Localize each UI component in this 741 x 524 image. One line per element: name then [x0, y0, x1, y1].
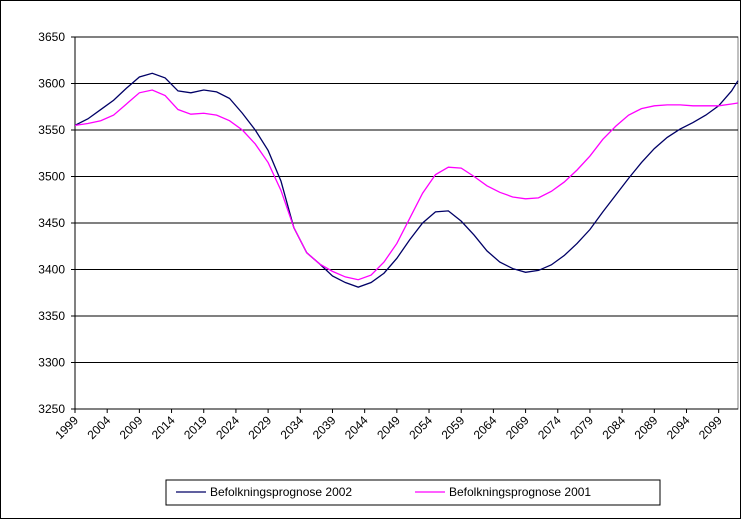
legend-label: Befolkningsprognose 2002 [210, 485, 352, 499]
legend: Befolkningsprognose 2002 Befolkningsprogn… [165, 479, 661, 506]
y-tick-label: 3550 [38, 123, 65, 137]
legend-label: Befolkningsprognose 2001 [449, 485, 591, 499]
y-tick-label: 3300 [38, 356, 65, 370]
y-tick-label: 3450 [38, 216, 65, 230]
series-line [74, 89, 739, 281]
y-tick-label: 3250 [38, 402, 65, 416]
y-tick-label: 3350 [38, 309, 65, 323]
y-tick-label: 3650 [38, 30, 65, 44]
series-line [74, 72, 739, 288]
y-tick-label: 3500 [38, 170, 65, 184]
y-tick-label: 3600 [38, 77, 65, 91]
y-tick-label: 3400 [38, 263, 65, 277]
legend-box [165, 479, 661, 506]
